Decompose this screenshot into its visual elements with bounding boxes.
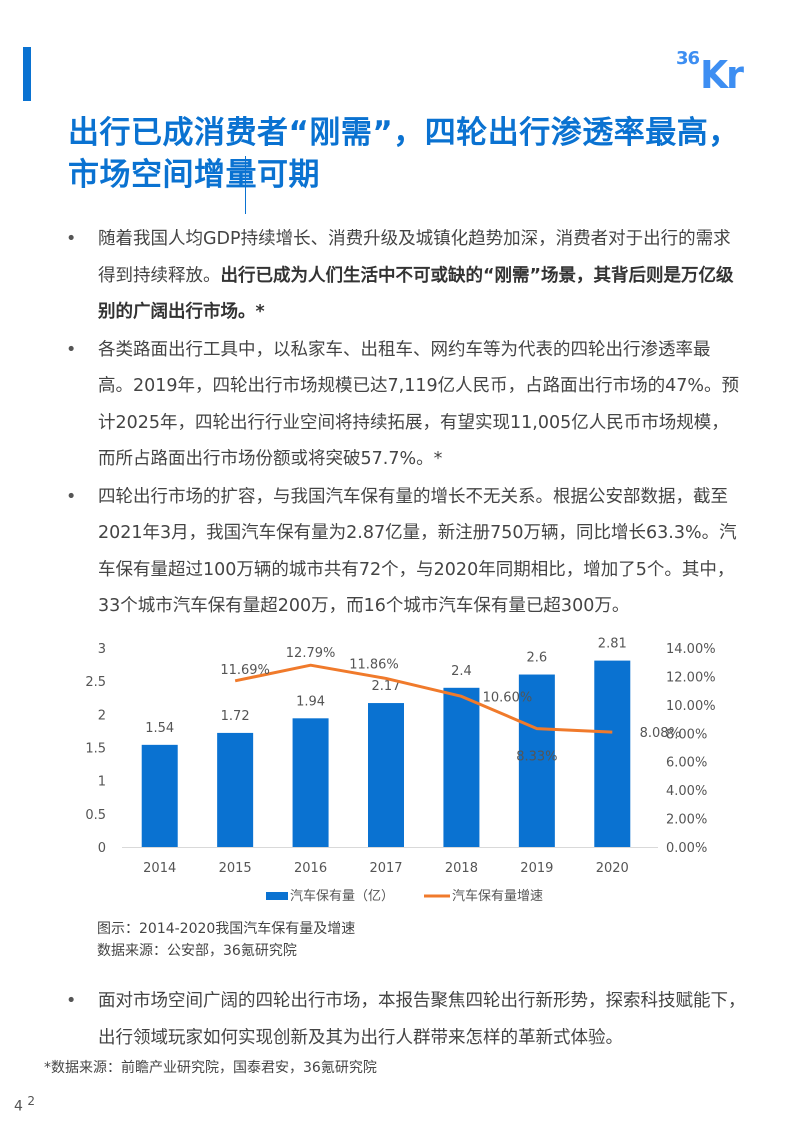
footnote: *数据来源：前瞻产业研究院，国泰君安，36氪研究院 (44, 1060, 377, 1076)
right-axis-tick: 14.00% (666, 642, 716, 657)
x-axis-tick: 2019 (520, 861, 553, 876)
bar-value-label: 2.6 (527, 651, 548, 666)
bullet-dot-icon: • (66, 486, 77, 507)
bullet-text: 面对市场空间广阔的四轮出行市场，本报告聚焦四轮出行新形势，探索科技赋能下，出行领… (98, 991, 746, 1048)
bullet-asterisk: * (255, 302, 265, 322)
bar-value-label: 1.72 (221, 709, 250, 724)
bullet-text: 各类路面出行工具中，以私家车、出租车、网约车等为代表的四轮出行渗透率最高。201… (98, 339, 740, 470)
data-source: 数据来源：公安部，36氪研究院 (97, 943, 297, 959)
x-axis-tick: 2014 (143, 861, 176, 876)
chart-canvas: 0 0.5 1 1.5 2 2.5 3 0.00% 2.00% 4.00% 6.00% 8.00% 10… (85, 637, 716, 904)
bar-value-label: 1.94 (296, 694, 325, 709)
vehicle-ownership-chart: 0 0.5 1 1.5 2 2.5 3 0.00% 2.00% 4.00% 6.00% 8.00% 10… (70, 636, 770, 916)
bullet-dot-icon: • (66, 339, 77, 360)
right-axis-tick: 6.00% (666, 756, 707, 771)
line-value-label: 11.69% (220, 663, 270, 678)
left-axis-tick: 2.5 (85, 675, 106, 690)
line-value-label: 11.86% (349, 657, 399, 672)
logo-36: 36 (676, 48, 700, 69)
bar (368, 703, 404, 847)
bullet-text: 随着我国人均GDP持续增长、消费升级及城镇化趋势加深，消费者对于出行的需求得到持… (98, 229, 731, 286)
logo-kr: Kr (700, 53, 744, 97)
bar (141, 744, 178, 847)
right-axis-tick: 2.00% (666, 813, 707, 828)
x-axis-tick: 2017 (369, 861, 402, 876)
bar (292, 718, 329, 847)
figure-caption: 图示：2014-2020我国汽车保有量及增速 (97, 921, 356, 937)
bullet-list: • 随着我国人均GDP持续增长、消费升级及城镇化趋势加深，消费者对于出行的需求得… (64, 221, 744, 626)
bullet-dot-icon: • (66, 991, 77, 1011)
bullet-item: • 四轮出行市场的扩容，与我国汽车保有量的增长不无关系。根据公安部数据，截至20… (64, 479, 744, 625)
line-value-label: 8.08% (640, 726, 681, 741)
accent-bar (23, 47, 31, 101)
bullet-dot-icon: • (66, 229, 77, 249)
bar (594, 660, 631, 847)
x-axis-tick: 2015 (219, 861, 252, 876)
right-axis-tick: 0.00% (666, 841, 707, 856)
line-value-label: 10.60% (483, 690, 533, 705)
bar-value-label: 2.17 (372, 679, 401, 694)
bullet-text: 四轮出行市场的扩容，与我国汽车保有量的增长不无关系。根据公安部数据，截至2021… (98, 486, 737, 617)
right-axis-tick: 4.00% (666, 784, 707, 799)
bullet-item: • 随着我国人均GDP持续增长、消费升级及城镇化趋势加深，消费者对于出行的需求得… (64, 221, 744, 331)
right-axis-tick: 12.00% (666, 670, 716, 685)
bar-value-label: 1.54 (145, 721, 174, 736)
bullet-item: • 各类路面出行工具中，以私家车、出租车、网约车等为代表的四轮出行渗透率最高。2… (64, 332, 744, 478)
x-axis-tick: 2020 (596, 861, 629, 876)
left-axis-tick: 3 (98, 642, 106, 657)
bullet-bold-text: 出行已成为人们生活中不可或缺的“刚需”场景，其背后则是万亿级别的广阔出行市场。 (98, 265, 734, 323)
right-axis-tick: 8.00% (666, 727, 707, 742)
page-number: 4 2 (14, 1094, 36, 1115)
left-axis-tick: 1 (98, 775, 106, 790)
text-cursor (245, 156, 246, 214)
bar (518, 674, 555, 847)
36kr-logo: 36 Kr (676, 45, 744, 97)
bar-value-label: 2.4 (451, 664, 472, 679)
bullet-item: • 面对市场空间广阔的四轮出行市场，本报告聚焦四轮出行新形势，探索科技赋能下，出… (64, 983, 754, 1056)
chart-caption: 图示：2014-2020我国汽车保有量及增速 数据来源：公安部，36氪研究院 (97, 918, 355, 962)
line-value-label: 12.79% (286, 646, 336, 661)
bar (217, 732, 254, 847)
growth-line (234, 663, 613, 734)
legend-bar-swatch (266, 892, 288, 900)
bullet-list-after: • 面对市场空间广阔的四轮出行市场，本报告聚焦四轮出行新形势，探索科技赋能下，出… (64, 983, 754, 1057)
page-title: 出行已成消费者“刚需”，四轮出行渗透率最高，市场空间增量可期 (68, 115, 740, 193)
bar-value-label: 2.81 (598, 637, 627, 652)
left-axis-tick: 0.5 (85, 808, 106, 823)
line-value-label: 8.33% (516, 750, 557, 765)
left-axis-tick: 1.5 (85, 742, 106, 757)
left-axis-tick: 2 (98, 708, 106, 723)
right-axis-tick: 10.00% (666, 699, 716, 714)
left-axis-tick: 0 (98, 841, 106, 856)
x-axis-tick: 2018 (445, 861, 478, 876)
legend-line-label: 汽车保有量增速 (452, 888, 543, 904)
bar (443, 687, 480, 847)
x-axis-tick: 2016 (294, 861, 327, 876)
legend-bar-label: 汽车保有量（亿） (290, 888, 394, 904)
